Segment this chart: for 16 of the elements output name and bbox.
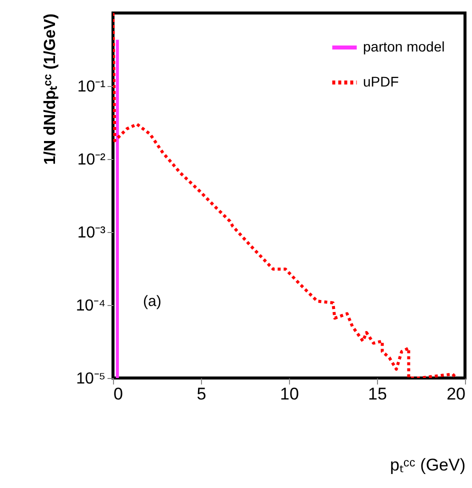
x-axis-title: pₜᶜᶜ (GeV)	[390, 456, 466, 474]
x-tick-label: 0	[114, 384, 123, 404]
annotation: (a)	[143, 293, 162, 310]
x-tick-label: 5	[196, 384, 206, 404]
y-tick-label: 10⁻⁴	[76, 298, 106, 314]
y-tick-label: 10⁻³	[77, 224, 106, 242]
line-series	[113, 13, 458, 378]
x-tick-label: 15	[368, 384, 387, 404]
legend-label: uPDF	[363, 74, 399, 90]
y-tick-label: 10⁻⁵	[76, 370, 106, 388]
y-axis-title: 1/N dN/dpₜᶜᶜ (1/GeV)	[42, 14, 59, 165]
legend-label: parton model	[363, 38, 445, 54]
x-tick-label: 20	[446, 384, 466, 404]
x-tick-label: 10	[280, 384, 299, 404]
y-tick-label: 10⁻²	[77, 152, 106, 168]
y-tick-label: 10⁻¹	[77, 78, 106, 96]
